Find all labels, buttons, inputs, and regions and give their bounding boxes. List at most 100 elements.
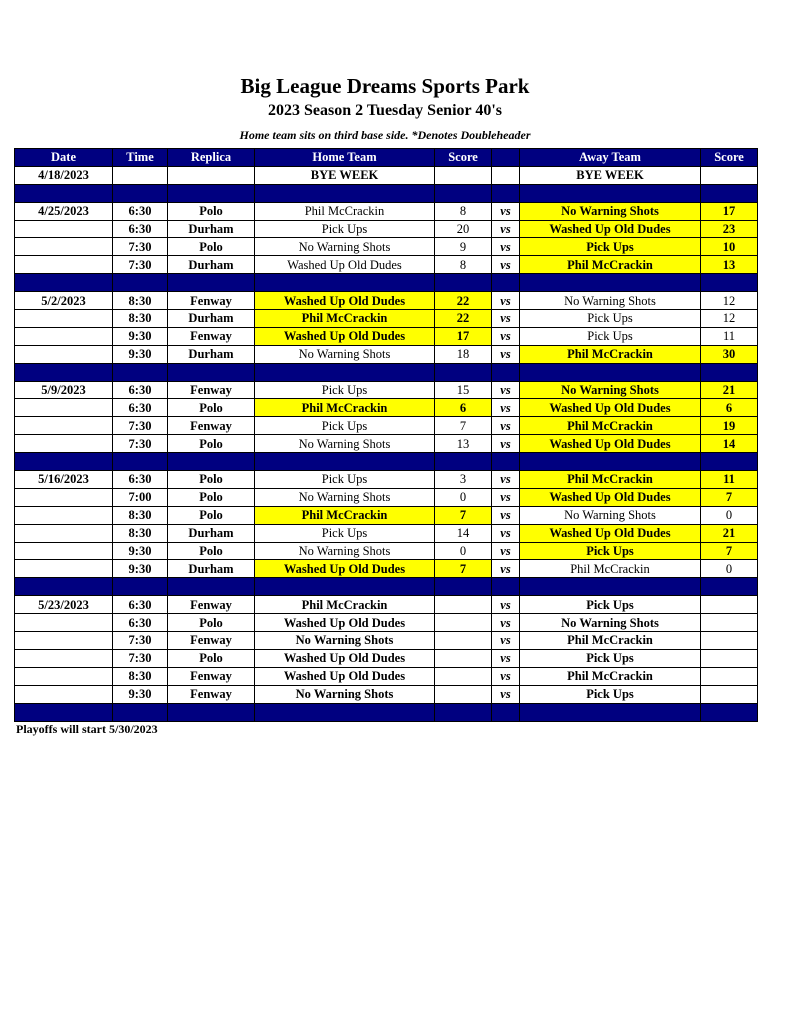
time-cell: 7:30 <box>112 631 168 650</box>
away-team-cell: Phil McCrackin <box>519 470 701 489</box>
home-team-cell: No Warning Shots <box>254 631 435 650</box>
replica-cell: Polo <box>167 470 255 489</box>
table-row: 5/2/2023 8:30 Fenway Washed Up Old Dudes 22 v… <box>14 291 758 311</box>
away-team-cell: Phil McCrackin <box>519 559 701 579</box>
date-cell <box>14 255 113 275</box>
separator-cell <box>434 183 492 203</box>
home-team-cell: No Warning Shots <box>254 344 435 364</box>
separator-cell <box>112 452 168 472</box>
separator-cell <box>434 362 492 382</box>
replica-cell: Fenway <box>167 380 255 400</box>
separator-cell <box>491 702 520 722</box>
date-cell <box>14 434 113 454</box>
home-team-cell: Washed Up Old Dudes <box>254 666 435 686</box>
separator-cell <box>491 452 520 472</box>
away-team-cell: No Warning Shots <box>519 291 701 311</box>
table-row: 7:30 Polo No Warning Shots 9 vs Pick Ups 10 <box>14 237 758 257</box>
vs-cell: vs <box>491 255 520 275</box>
date-cell <box>14 398 113 418</box>
time-cell: 8:30 <box>112 505 168 525</box>
separator-cell <box>14 273 113 293</box>
vs-cell: vs <box>491 398 520 418</box>
separator-cell <box>434 452 492 472</box>
separator-cell <box>700 273 758 293</box>
home-team-cell: Pick Ups <box>254 416 435 436</box>
home-team-cell: Pick Ups <box>254 219 435 239</box>
home-score-cell: 0 <box>434 487 492 507</box>
separator-cell <box>112 702 168 722</box>
table-row: 8:30 Polo Phil McCrackin 7 vs No Warning Shot… <box>14 505 758 525</box>
vs-cell: vs <box>491 219 520 239</box>
away-score-cell: 7 <box>700 487 758 507</box>
table-row: 9:30 Durham Washed Up Old Dudes 7 vs Phil McC… <box>14 559 758 579</box>
home-score-cell: 20 <box>434 219 492 239</box>
away-team-cell: No Warning Shots <box>519 201 701 221</box>
home-team-cell: Phil McCrackin <box>254 398 435 418</box>
replica-cell: Durham <box>167 344 255 364</box>
replica-cell: Durham <box>167 255 255 275</box>
away-score-cell: 0 <box>700 505 758 525</box>
home-score-cell: 14 <box>434 523 492 543</box>
away-team-cell: Phil McCrackin <box>519 666 701 686</box>
home-team-cell: No Warning Shots <box>254 541 435 561</box>
separator-row <box>14 273 758 293</box>
vs-cell: vs <box>491 416 520 436</box>
home-score-cell <box>434 165 492 185</box>
separator-cell <box>167 273 255 293</box>
vs-cell: vs <box>491 523 520 543</box>
date-cell <box>14 523 113 543</box>
replica-cell: Fenway <box>167 326 255 346</box>
time-cell: 6:30 <box>112 201 168 221</box>
time-cell: 6:30 <box>112 613 168 633</box>
col-replica: Replica <box>167 148 255 167</box>
home-score-cell: 6 <box>434 398 492 418</box>
vs-cell: vs <box>491 326 520 346</box>
table-row: 9:30 Fenway Washed Up Old Dudes 17 vs Pick Up… <box>14 326 758 346</box>
separator-row <box>14 577 758 597</box>
home-team-cell: No Warning Shots <box>254 684 435 704</box>
separator-cell <box>254 702 435 722</box>
separator-cell <box>254 273 435 293</box>
replica-cell: Polo <box>167 434 255 454</box>
vs-cell: vs <box>491 309 520 328</box>
header-row: Date Time Replica Home Team Score Away T… <box>14 148 758 167</box>
separator-cell <box>254 577 435 597</box>
away-score-cell: 6 <box>700 398 758 418</box>
away-score-cell: 10 <box>700 237 758 257</box>
away-team-cell: Pick Ups <box>519 309 701 328</box>
col-home-score: Score <box>434 148 492 167</box>
home-team-cell: Phil McCrackin <box>254 309 435 328</box>
separator-cell <box>167 702 255 722</box>
replica-cell: Polo <box>167 398 255 418</box>
replica-cell: Durham <box>167 523 255 543</box>
date-cell <box>14 326 113 346</box>
home-score-cell: 8 <box>434 201 492 221</box>
replica-cell: Durham <box>167 309 255 328</box>
separator-cell <box>14 577 113 597</box>
away-team-cell: Phil McCrackin <box>519 631 701 650</box>
home-score-cell <box>434 595 492 615</box>
separator-row <box>14 362 758 382</box>
away-team-cell: Phil McCrackin <box>519 416 701 436</box>
time-cell: 7:30 <box>112 648 168 668</box>
home-score-cell: 22 <box>434 291 492 311</box>
away-score-cell: 0 <box>700 559 758 579</box>
col-time: Time <box>112 148 168 167</box>
col-home-team: Home Team <box>254 148 435 167</box>
date-cell <box>14 309 113 328</box>
home-score-cell <box>434 648 492 668</box>
time-cell: 8:30 <box>112 291 168 311</box>
separator-cell <box>700 452 758 472</box>
time-cell: 6:30 <box>112 595 168 615</box>
table-row: 9:30 Durham No Warning Shots 18 vs Phil McCra… <box>14 344 758 364</box>
separator-cell <box>254 362 435 382</box>
away-team-cell: Pick Ups <box>519 684 701 704</box>
replica-cell <box>167 165 255 185</box>
schedule-table: Date Time Replica Home Team Score Away T… <box>14 148 758 722</box>
home-team-cell: No Warning Shots <box>254 434 435 454</box>
replica-cell: Polo <box>167 541 255 561</box>
home-score-cell: 8 <box>434 255 492 275</box>
separator-cell <box>519 702 701 722</box>
time-cell: 9:30 <box>112 559 168 579</box>
separator-cell <box>254 452 435 472</box>
